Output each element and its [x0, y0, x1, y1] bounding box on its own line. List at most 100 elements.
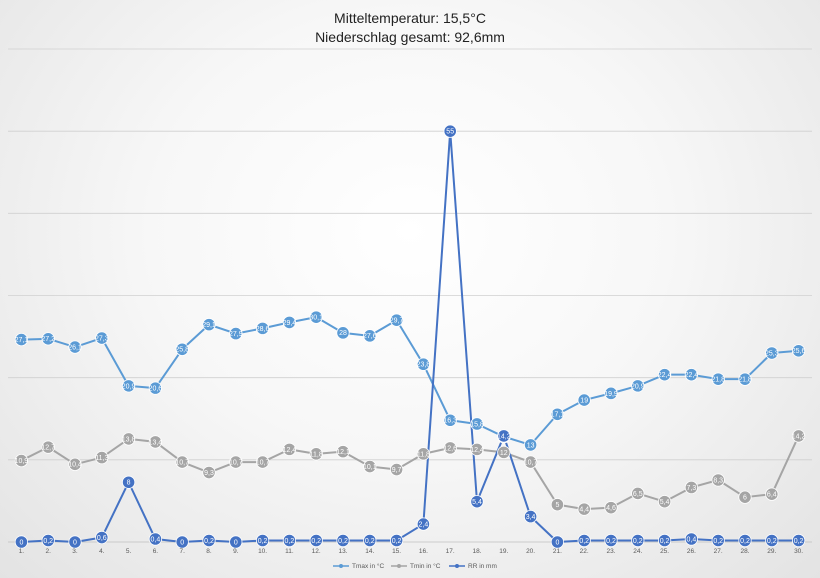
data-label: 6,5 — [633, 491, 643, 498]
data-label: 10,1 — [363, 464, 377, 471]
data-point — [336, 533, 350, 548]
data-label: 0,2 — [392, 538, 402, 545]
data-label: 0,2 — [660, 538, 670, 545]
data-point — [95, 331, 109, 345]
data-label: 30,1 — [309, 315, 323, 322]
data-point — [255, 455, 270, 469]
data-label: 0,2 — [713, 538, 723, 545]
data-label: 29,7 — [390, 318, 404, 325]
data-label: 4,6 — [606, 505, 616, 512]
data-point — [738, 490, 752, 504]
legend-marker — [455, 564, 459, 568]
data-point — [631, 379, 645, 393]
data-point — [550, 407, 565, 421]
x-tick-label: 8. — [206, 548, 212, 555]
x-tick-label: 2. — [45, 548, 51, 555]
data-label: 55 — [446, 129, 454, 136]
data-label: 7,3 — [687, 485, 697, 492]
data-label: 19,9 — [604, 391, 618, 398]
data-label: 13 — [527, 442, 535, 449]
data-label: 29,1 — [202, 322, 216, 329]
x-tick-label: 9. — [233, 548, 239, 555]
data-point — [229, 535, 243, 549]
data-point — [309, 447, 323, 461]
data-label: 10,7 — [175, 459, 189, 466]
data-label: 0,2 — [767, 538, 777, 545]
data-label: 0 — [180, 539, 184, 546]
data-label: 9,7 — [392, 467, 402, 474]
data-label: 6 — [743, 495, 747, 502]
x-tick-label: 3. — [72, 548, 78, 555]
data-point — [577, 533, 591, 548]
data-point — [122, 475, 136, 489]
data-point — [684, 532, 699, 546]
data-label: 0,2 — [43, 538, 53, 545]
data-label: 0,2 — [740, 538, 750, 545]
data-point — [122, 432, 136, 446]
data-label: 21,8 — [738, 377, 752, 384]
data-point — [68, 457, 82, 471]
data-point — [202, 533, 216, 548]
data-label: 10,9 — [15, 458, 29, 465]
data-label: 0,2 — [258, 538, 268, 545]
data-point — [577, 393, 591, 407]
data-point — [711, 533, 725, 548]
x-tick-label: 11. — [285, 548, 294, 555]
data-label: 12 — [500, 450, 508, 457]
data-label: 25,3 — [765, 350, 779, 357]
data-point — [550, 498, 565, 512]
data-point — [470, 417, 484, 431]
data-point — [443, 124, 457, 138]
data-label: 29,4 — [283, 320, 297, 327]
legend: Tmax in °C Tmin in °C RR in mm — [333, 562, 497, 570]
gridlines — [8, 48, 812, 543]
data-point — [148, 381, 162, 395]
data-label: 0,2 — [311, 538, 321, 545]
data-point — [68, 535, 82, 549]
data-point — [497, 429, 511, 443]
data-point — [791, 429, 806, 443]
data-label: 9,3 — [204, 470, 214, 477]
data-point — [14, 535, 28, 549]
x-tick-label: 12. — [312, 548, 321, 555]
data-label: 3,4 — [526, 514, 536, 521]
data-label: 13,8 — [122, 436, 136, 443]
data-point — [738, 533, 752, 548]
data-point — [657, 495, 672, 509]
data-label: 20,9 — [631, 383, 645, 390]
data-label: 0 — [19, 539, 23, 546]
data-point — [41, 533, 55, 548]
data-label: 10,4 — [68, 462, 82, 469]
data-point — [363, 329, 377, 343]
x-tick-label: 29. — [767, 548, 776, 555]
data-label: 20,6 — [149, 386, 163, 393]
x-tick-label: 7. — [179, 548, 185, 555]
data-label: 8,3 — [713, 477, 723, 484]
data-point — [604, 501, 618, 515]
legend-marker — [397, 564, 401, 568]
data-point — [175, 535, 189, 549]
legend-label: RR in mm — [468, 563, 497, 570]
data-label: 5 — [555, 502, 559, 509]
data-point — [68, 340, 82, 354]
data-label: 23,8 — [417, 362, 431, 369]
data-label: 10,7 — [256, 459, 270, 466]
x-tick-label: 16. — [419, 548, 428, 555]
data-point — [14, 453, 28, 468]
data-point — [309, 533, 323, 548]
data-label: 0,2 — [365, 538, 375, 545]
data-label: 28 — [339, 330, 347, 337]
data-point — [711, 473, 725, 487]
data-point — [309, 310, 323, 324]
data-point — [631, 533, 645, 548]
data-point — [416, 517, 430, 531]
series-lines — [20, 130, 800, 543]
x-tick-label: 30. — [794, 548, 803, 555]
data-label: 0,2 — [338, 538, 348, 545]
data-point — [282, 442, 296, 456]
data-label: 0,6 — [97, 535, 107, 542]
data-label: 10,7 — [524, 459, 538, 466]
data-label: 12,4 — [283, 447, 297, 454]
data-point — [363, 533, 377, 548]
data-point — [791, 344, 806, 358]
